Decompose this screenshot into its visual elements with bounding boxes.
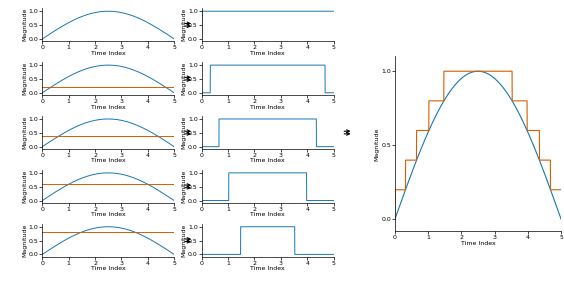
Y-axis label: Magnitude: Magnitude	[22, 62, 27, 95]
X-axis label: Time Index: Time Index	[250, 51, 285, 56]
Y-axis label: Magnitude: Magnitude	[182, 116, 187, 149]
X-axis label: Time Index: Time Index	[250, 266, 285, 271]
Y-axis label: Magnitude: Magnitude	[374, 127, 380, 160]
Y-axis label: Magnitude: Magnitude	[22, 170, 27, 203]
X-axis label: Time Index: Time Index	[250, 105, 285, 110]
Y-axis label: Magnitude: Magnitude	[22, 116, 27, 149]
X-axis label: Time Index: Time Index	[91, 266, 126, 271]
X-axis label: Time Index: Time Index	[461, 241, 495, 246]
Y-axis label: Magnitude: Magnitude	[182, 170, 187, 203]
X-axis label: Time Index: Time Index	[91, 105, 126, 110]
X-axis label: Time Index: Time Index	[91, 158, 126, 164]
Y-axis label: Magnitude: Magnitude	[182, 62, 187, 95]
Y-axis label: Magnitude: Magnitude	[22, 8, 27, 41]
X-axis label: Time Index: Time Index	[91, 212, 126, 217]
X-axis label: Time Index: Time Index	[250, 158, 285, 164]
X-axis label: Time Index: Time Index	[91, 51, 126, 56]
X-axis label: Time Index: Time Index	[250, 212, 285, 217]
Y-axis label: Magnitude: Magnitude	[182, 224, 187, 257]
Y-axis label: Magnitude: Magnitude	[182, 8, 187, 41]
Y-axis label: Magnitude: Magnitude	[22, 224, 27, 257]
